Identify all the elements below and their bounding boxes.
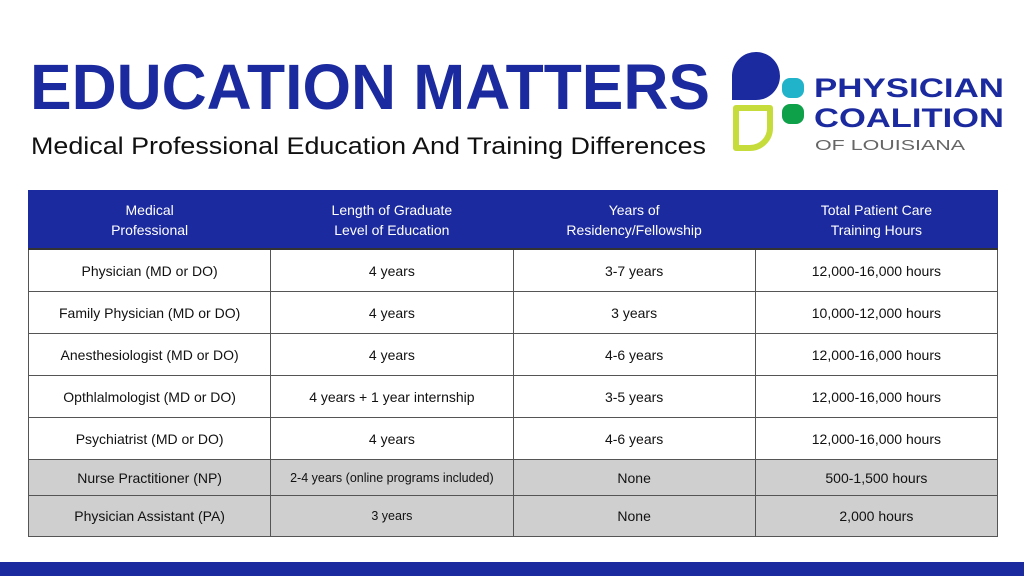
table-cell: Physician (MD or DO) xyxy=(27,248,272,292)
table-cell: Anesthesiologist (MD or DO) xyxy=(27,333,272,376)
subtitle: Medical Professional Education And Train… xyxy=(31,133,706,160)
table-cell: 4 years xyxy=(270,291,514,334)
table-cell: Physician Assistant (PA) xyxy=(27,495,272,537)
table-cell: 10,000-12,000 hours xyxy=(754,291,999,334)
comparison-table: Medical Professional Length of Graduate Lev… xyxy=(27,190,999,537)
column-header-line: Total Patient Care xyxy=(820,201,933,218)
column-header-line: Length of Graduate xyxy=(331,201,453,218)
table-cell: 12,000-16,000 hours xyxy=(754,248,999,292)
table-cell: 4 years xyxy=(270,333,514,376)
column-header: Medical Professional xyxy=(27,190,272,250)
column-header: Years of Residency/Fellowship xyxy=(512,190,756,250)
logo-text: COALITION xyxy=(814,103,1004,133)
table-cell: Family Physician (MD or DO) xyxy=(27,291,272,334)
table-row: Physician (MD or DO) 4 years 3-7 years 12,0… xyxy=(27,248,999,292)
table-cell: 3 years xyxy=(270,495,514,537)
column-header: Length of Graduate Level of Education xyxy=(270,190,514,250)
table-cell: 4 years xyxy=(270,248,514,292)
table-cell: Nurse Practitioner (NP) xyxy=(27,459,272,496)
column-header-line: Training Hours xyxy=(830,221,923,238)
column-header-line: Years of xyxy=(608,201,660,218)
table-cell: 12,000-16,000 hours xyxy=(754,333,999,376)
table-cell: Opthlalmologist (MD or DO) xyxy=(27,375,272,418)
footer-bar xyxy=(0,562,1024,576)
table-cell: None xyxy=(512,495,756,537)
column-header-line: Residency/Fellowship xyxy=(566,221,702,238)
table-row: Opthlalmologist (MD or DO) 4 years + 1 ye… xyxy=(27,375,999,418)
table-cell: 500-1,500 hours xyxy=(754,459,999,496)
table-cell: 2-4 years (online programs included) xyxy=(270,459,514,496)
logo-subtext: OF LOUISIANA xyxy=(815,137,965,154)
table-cell: 4 years + 1 year internship xyxy=(270,375,514,418)
table-cell: 3 years xyxy=(512,291,756,334)
title: EDUCATION MATTERS xyxy=(30,51,710,123)
table-row: Psychiatrist (MD or DO) 4 years 4-6 years 1… xyxy=(27,417,999,460)
column-header-line: Level of Education xyxy=(334,221,450,238)
table-cell: 4-6 years xyxy=(512,333,756,376)
table-cell: 3-5 years xyxy=(512,375,756,418)
table-cell: 3-7 years xyxy=(512,248,756,292)
table-cell: 4-6 years xyxy=(512,417,756,460)
column-header: Total Patient Care Training Hours xyxy=(754,190,999,250)
table-cell: Psychiatrist (MD or DO) xyxy=(27,417,272,460)
table-cell: 12,000-16,000 hours xyxy=(754,375,999,418)
table-cell: 4 years xyxy=(270,417,514,460)
table-row: Physician Assistant (PA) 3 years None 2,000… xyxy=(27,495,999,537)
table-row: Family Physician (MD or DO) 4 years 3 year… xyxy=(27,291,999,334)
column-header-line: Professional xyxy=(111,221,189,238)
column-header-line: Medical xyxy=(125,201,174,218)
header-row: Medical Professional Length of Graduate Lev… xyxy=(27,190,999,250)
table-cell: None xyxy=(512,459,756,496)
header: EDUCATION MATTERS Medical Professional E… xyxy=(30,51,1004,160)
table-row: Nurse Practitioner (NP) 2-4 years (online… xyxy=(27,459,999,496)
logo-text: PHYSICIAN xyxy=(814,73,1004,103)
table-row: Anesthesiologist (MD or DO) 4 years 4-6 ye… xyxy=(27,333,999,376)
table-cell: 2,000 hours xyxy=(754,495,999,537)
table-cell: 12,000-16,000 hours xyxy=(754,417,999,460)
logo-mark xyxy=(732,52,804,151)
